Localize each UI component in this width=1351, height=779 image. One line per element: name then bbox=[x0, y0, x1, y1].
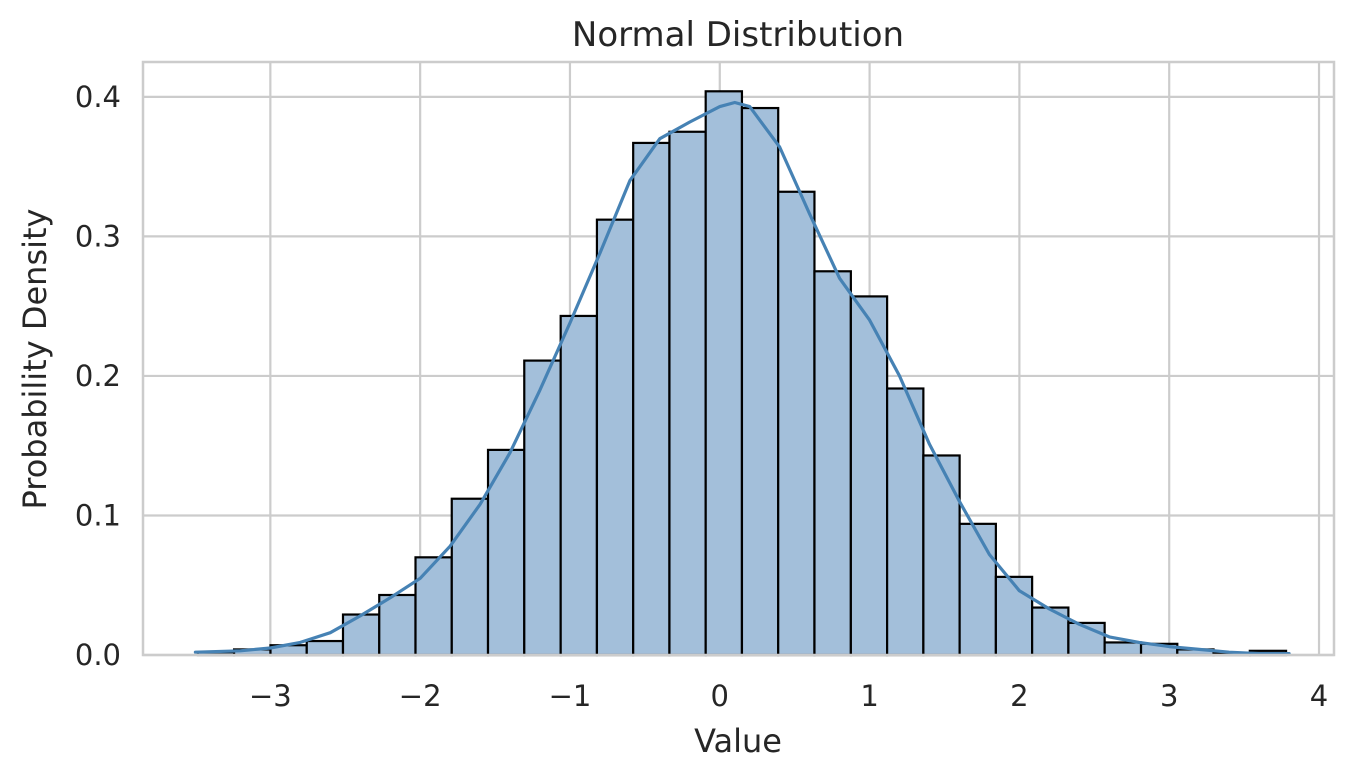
histogram-bar-16 bbox=[777, 190, 816, 657]
histogram-bar-9 bbox=[523, 359, 562, 657]
y-tick-label-0: 0.0 bbox=[75, 638, 121, 672]
histogram-bar-3 bbox=[305, 639, 345, 657]
histogram-bar-22 bbox=[994, 575, 1034, 657]
histogram-bar-25 bbox=[1103, 641, 1143, 657]
y-tick-label-1: 0.1 bbox=[75, 498, 121, 532]
x-tick-label-0: −3 bbox=[249, 679, 292, 713]
x-tick-label-1: −2 bbox=[399, 679, 442, 713]
histogram-bar-13 bbox=[668, 130, 707, 657]
x-tick-labels: −3 −2 −1 0 1 2 3 4 bbox=[249, 679, 1328, 713]
histogram-bar-4 bbox=[341, 613, 381, 657]
histogram-bar-5 bbox=[378, 593, 417, 657]
x-tick-label-5: 2 bbox=[1010, 679, 1028, 713]
histogram-bar-15 bbox=[740, 106, 780, 657]
kde-curve bbox=[193, 100, 1291, 656]
y-axis-label: Probability Density bbox=[16, 209, 54, 510]
chart-title: Normal Distribution bbox=[572, 15, 904, 55]
histogram-bar-17 bbox=[813, 270, 852, 657]
histogram-bar-7 bbox=[450, 497, 490, 657]
x-tick-label-7: 4 bbox=[1310, 679, 1328, 713]
x-tick-label-6: 3 bbox=[1160, 679, 1178, 713]
x-tick-label-2: −1 bbox=[549, 679, 592, 713]
histogram-bar-19 bbox=[886, 387, 925, 657]
histogram-bar-21 bbox=[958, 522, 997, 657]
histogram-bar-6 bbox=[414, 556, 453, 657]
histogram-bar-12 bbox=[632, 141, 671, 657]
y-tick-label-3: 0.3 bbox=[75, 219, 121, 253]
x-tick-label-3: 0 bbox=[711, 679, 729, 713]
histogram-bar-10 bbox=[559, 314, 599, 657]
histogram-bar-20 bbox=[922, 454, 961, 657]
x-tick-label-4: 1 bbox=[860, 679, 878, 713]
y-tick-labels: 0.0 0.1 0.2 0.3 0.4 bbox=[75, 80, 121, 672]
histogram-bar-11 bbox=[595, 218, 635, 657]
histogram-bar-14 bbox=[704, 90, 744, 657]
y-tick-label-2: 0.2 bbox=[75, 359, 121, 393]
x-axis-label: Value bbox=[694, 722, 782, 760]
y-tick-label-4: 0.4 bbox=[75, 80, 121, 114]
histogram-bar-18 bbox=[849, 295, 889, 657]
plot-frame bbox=[141, 60, 1336, 657]
